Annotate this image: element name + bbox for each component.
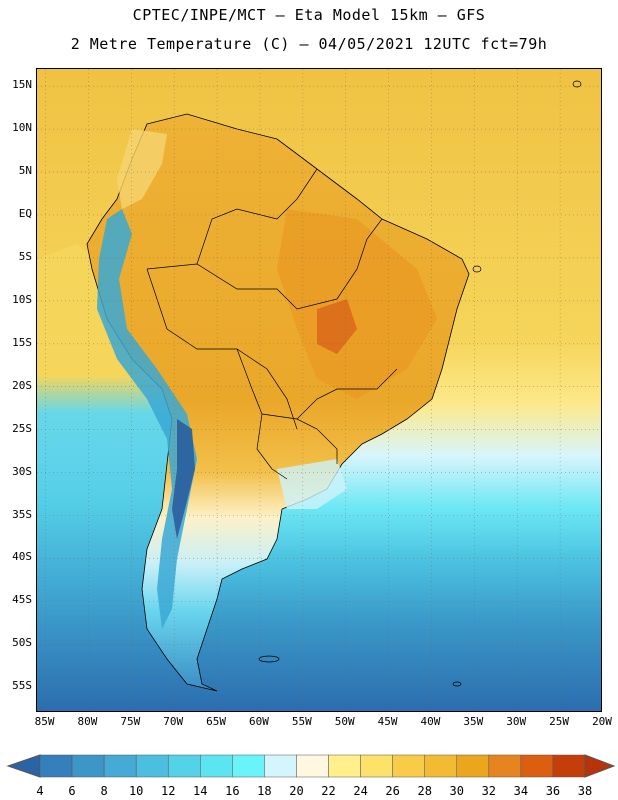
colorbar-tick-label: 26 xyxy=(385,784,400,798)
colorbar-swatch xyxy=(552,754,586,778)
northern-andes xyxy=(117,129,167,209)
longitude-label: 65W xyxy=(206,715,227,728)
colorbar-tick-label: 28 xyxy=(417,784,432,798)
longitude-label: 20W xyxy=(592,715,612,728)
colorbar-tick-label: 16 xyxy=(225,784,240,798)
colorbar-tick-label: 14 xyxy=(193,784,208,798)
graticule xyxy=(37,69,601,711)
colorbar-swatch xyxy=(424,754,458,778)
colorbar-tick-label: 12 xyxy=(161,784,176,798)
colorbar-arrow-low xyxy=(6,754,41,778)
longitude-label: 70W xyxy=(163,715,184,728)
colorbar-swatch xyxy=(71,754,105,778)
longitude-label: 40W xyxy=(420,715,441,728)
colorbar-tick-label: 18 xyxy=(257,784,272,798)
latitude-label: 5S xyxy=(18,249,32,263)
colorbar-tick-label: 24 xyxy=(353,784,368,798)
colorbar-swatch xyxy=(264,754,297,778)
map-canvas xyxy=(37,69,601,711)
title-line-1: CPTEC/INPE/MCT – Eta Model 15km – GFS xyxy=(132,6,486,24)
andes-mountains xyxy=(97,209,197,629)
colorbar-tick-label: 8 xyxy=(100,784,108,798)
andes-high-peaks xyxy=(172,419,195,539)
colorbar-swatch xyxy=(167,754,201,778)
colorbar-swatch xyxy=(520,754,554,778)
latitude-label: 5N xyxy=(18,164,32,178)
colorbar-swatch xyxy=(200,754,233,778)
latitude-label: 50S xyxy=(12,636,32,650)
latitude-label: EQ xyxy=(18,206,32,220)
latitude-label: 25S xyxy=(12,421,32,435)
colorbar-tick-label: 38 xyxy=(577,784,593,798)
latitude-label: 30S xyxy=(12,464,32,478)
latitude-label: 35S xyxy=(12,507,32,521)
longitude-label: 85W xyxy=(34,715,55,728)
colorbar-swatch xyxy=(135,754,169,778)
hot-region-central-brazil xyxy=(277,209,437,399)
longitude-label: 50W xyxy=(334,715,355,728)
colorbar-arrow-high xyxy=(584,754,616,778)
colorbar-tick-label: 22 xyxy=(321,784,336,798)
colorbar-tick-label: 32 xyxy=(481,784,497,798)
colorbar-swatch xyxy=(328,754,361,778)
islands xyxy=(258,80,582,687)
colorbar xyxy=(6,754,616,778)
colorbar-swatch xyxy=(488,754,522,778)
colorbar-tick-label: 34 xyxy=(513,784,529,798)
colorbar-tick-label: 20 xyxy=(289,784,304,798)
latitude-label: 10N xyxy=(12,121,32,135)
colorbar-tick-label: 10 xyxy=(128,784,144,798)
rio-de-la-plata-region xyxy=(277,459,347,509)
longitude-label: 45W xyxy=(377,715,398,728)
latitude-label: 15N xyxy=(12,78,32,92)
country-borders xyxy=(146,168,398,480)
colorbar-swatch xyxy=(456,754,490,778)
longitude-label: 55W xyxy=(291,715,312,728)
longitude-label: 75W xyxy=(120,715,141,728)
colorbar-swatch xyxy=(360,754,393,778)
latitude-label: 55S xyxy=(12,679,32,693)
latitude-label: 40S xyxy=(12,550,32,564)
colorbar-swatch xyxy=(103,754,137,778)
latitude-label: 20S xyxy=(12,378,32,392)
longitude-label: 60W xyxy=(249,715,269,728)
very-hot-region xyxy=(317,299,357,354)
colorbar-tick-label: 36 xyxy=(545,784,561,798)
longitude-label: 80W xyxy=(77,715,98,728)
longitude-label: 35W xyxy=(463,715,484,728)
colorbar-tick-label: 4 xyxy=(36,784,44,798)
latitude-label: 45S xyxy=(12,593,32,607)
latitude-label: 10S xyxy=(12,292,32,306)
longitude-label: 25W xyxy=(549,715,570,728)
colorbar-swatch xyxy=(39,754,73,778)
colorbar-swatch xyxy=(296,754,329,778)
colorbar-tick-label: 30 xyxy=(449,784,464,798)
latitude-label: 15S xyxy=(12,335,32,349)
colorbar-tick-label: 6 xyxy=(68,784,76,798)
colorbar-swatch xyxy=(232,754,265,778)
colorbar-swatch xyxy=(392,754,425,778)
title-line-2: 2 Metre Temperature (C) – 04/05/2021 12U… xyxy=(70,35,548,53)
longitude-label: 30W xyxy=(506,715,527,728)
temperature-map xyxy=(36,68,602,712)
